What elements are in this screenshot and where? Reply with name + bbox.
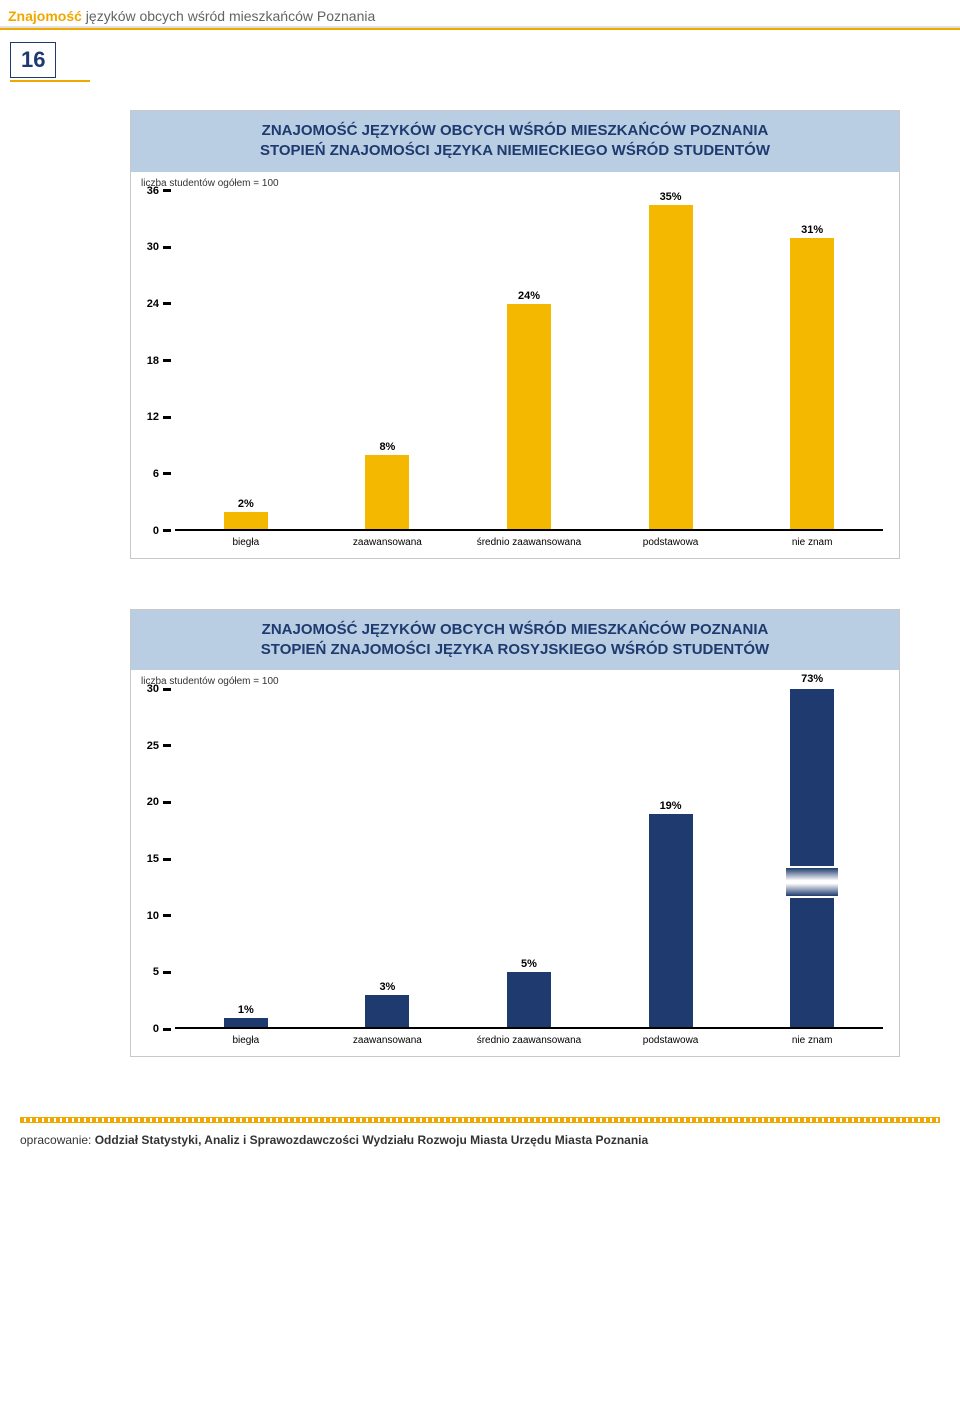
bar-value-label: 2% xyxy=(238,498,254,510)
x-axis-label: zaawansowana xyxy=(317,1035,459,1046)
chart-german: ZNAJOMOŚĆ JĘZYKÓW OBCYCH WŚRÓD MIESZKAŃC… xyxy=(130,110,900,559)
bar-column: 73% xyxy=(741,689,883,1029)
y-tick: 25 xyxy=(147,740,171,752)
bar-value-label: 8% xyxy=(379,441,395,453)
bar-value-label: 3% xyxy=(379,981,395,993)
header-rest: języków obcych wśród mieszkańców Poznani… xyxy=(82,8,375,24)
x-axis-label: nie znam xyxy=(741,537,883,548)
chart1-plot: 363024181260 2%8%24%35%31% xyxy=(175,191,883,531)
bar-column: 31% xyxy=(741,191,883,531)
header-highlight: Znajomość xyxy=(8,8,82,24)
chart2-body: 302520151050 1%3%5%19%73% biegłazaawanso… xyxy=(131,687,899,1056)
bar-column: 2% xyxy=(175,191,317,531)
page-header: Znajomość języków obcych wśród mieszkańc… xyxy=(0,0,960,28)
x-axis-label: nie znam xyxy=(741,1035,883,1046)
chart2-subtitle: liczba studentów ogółem = 100 xyxy=(131,670,899,687)
bar-column: 19% xyxy=(600,689,742,1029)
chart-russian: ZNAJOMOŚĆ JĘZYKÓW OBCYCH WŚRÓD MIESZKAŃC… xyxy=(130,609,900,1058)
bar xyxy=(507,972,551,1029)
chart1-y-ticks: 363024181260 xyxy=(141,191,171,531)
bar-value-label: 35% xyxy=(660,191,682,203)
bar-value-label: 73% xyxy=(801,673,823,685)
bar-column: 8% xyxy=(317,191,459,531)
footer-label: opracowanie: xyxy=(20,1133,95,1147)
bar xyxy=(507,304,551,531)
y-tick: 24 xyxy=(147,298,171,310)
bar xyxy=(790,238,834,531)
bar-column: 24% xyxy=(458,191,600,531)
header-rule xyxy=(0,28,960,30)
chart-german-title: ZNAJOMOŚĆ JĘZYKÓW OBCYCH WŚRÓD MIESZKAŃC… xyxy=(131,111,899,172)
chart1-baseline xyxy=(175,529,883,531)
y-tick: 30 xyxy=(147,683,171,695)
chart2-x-axis: biegłazaawansowanaśrednio zaawansowanapo… xyxy=(175,1035,883,1046)
y-tick: 18 xyxy=(147,355,171,367)
bar-value-label: 24% xyxy=(518,290,540,302)
y-tick: 15 xyxy=(147,853,171,865)
x-axis-label: podstawowa xyxy=(600,1035,742,1046)
x-axis-label: zaawansowana xyxy=(317,537,459,548)
y-tick: 10 xyxy=(147,910,171,922)
y-tick: 0 xyxy=(153,525,171,537)
bar-column: 1% xyxy=(175,689,317,1029)
chart2-title-line2: STOPIEŃ ZNAJOMOŚCI JĘZYKA ROSYJSKIEGO WŚ… xyxy=(261,641,769,658)
y-tick: 5 xyxy=(153,966,171,978)
page-number-wrap: 16 xyxy=(0,42,960,82)
chart2-plot: 302520151050 1%3%5%19%73% xyxy=(175,689,883,1029)
y-tick: 30 xyxy=(147,241,171,253)
y-tick: 20 xyxy=(147,796,171,808)
bar xyxy=(649,205,693,531)
chart1-bars: 2% 8% 24% 35% 31% xyxy=(175,191,883,531)
chart2-y-ticks: 302520151050 xyxy=(141,689,171,1029)
bar xyxy=(365,995,409,1029)
chart1-subtitle: liczba studentów ogółem = 100 xyxy=(131,172,899,189)
bar xyxy=(649,814,693,1029)
chart1-title-line1: ZNAJOMOŚĆ JĘZYKÓW OBCYCH WŚRÓD MIESZKAŃC… xyxy=(262,122,769,139)
y-tick: 6 xyxy=(153,468,171,480)
bar xyxy=(365,455,409,531)
x-axis-label: średnio zaawansowana xyxy=(458,1035,600,1046)
chart1-x-axis: biegłazaawansowanaśrednio zaawansowanapo… xyxy=(175,537,883,548)
bar-value-label: 19% xyxy=(660,800,682,812)
bar-column: 5% xyxy=(458,689,600,1029)
x-axis-label: biegła xyxy=(175,537,317,548)
bar-value-label: 5% xyxy=(521,958,537,970)
bar xyxy=(790,689,834,1029)
bar-column: 35% xyxy=(600,191,742,531)
x-axis-label: podstawowa xyxy=(600,537,742,548)
y-tick: 12 xyxy=(147,411,171,423)
chart1-title-line2: STOPIEŃ ZNAJOMOŚCI JĘZYKA NIEMIECKIEGO W… xyxy=(260,142,770,159)
x-axis-label: biegła xyxy=(175,1035,317,1046)
chart-russian-title: ZNAJOMOŚĆ JĘZYKÓW OBCYCH WŚRÓD MIESZKAŃC… xyxy=(131,610,899,671)
footer-value: Oddział Statystyki, Analiz i Sprawozdawc… xyxy=(95,1133,648,1147)
chart2-bars: 1% 3% 5% 19% 73% xyxy=(175,689,883,1029)
chart2-baseline xyxy=(175,1027,883,1029)
page-number: 16 xyxy=(10,42,56,78)
bar-value-label: 1% xyxy=(238,1004,254,1016)
y-tick: 0 xyxy=(153,1023,171,1035)
bar-column: 3% xyxy=(317,689,459,1029)
chart1-body: 363024181260 2%8%24%35%31% biegłazaawans… xyxy=(131,189,899,558)
page-number-underline xyxy=(10,80,90,82)
bar-value-label: 31% xyxy=(801,224,823,236)
chart2-title-line1: ZNAJOMOŚĆ JĘZYKÓW OBCYCH WŚRÓD MIESZKAŃC… xyxy=(262,621,769,638)
x-axis-label: średnio zaawansowana xyxy=(458,537,600,548)
y-tick: 36 xyxy=(147,185,171,197)
footer: opracowanie: Oddział Statystyki, Analiz … xyxy=(0,1123,960,1167)
